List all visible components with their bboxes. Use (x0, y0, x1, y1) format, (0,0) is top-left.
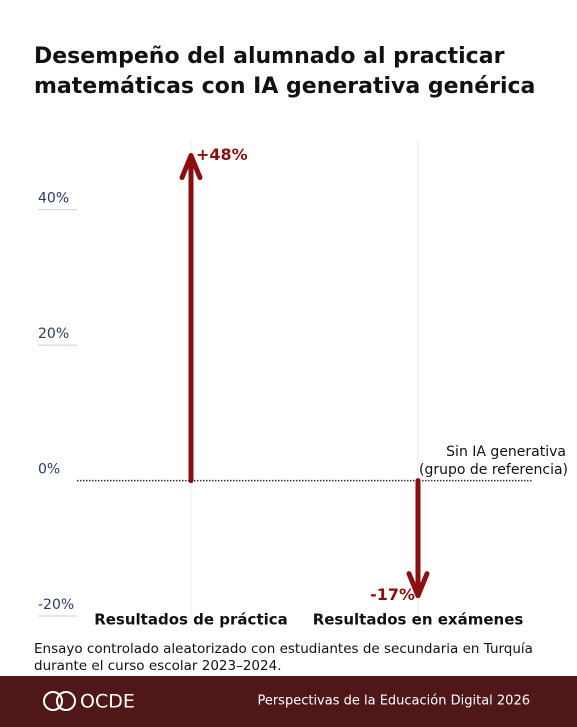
y-tick-label: 40% (38, 191, 69, 207)
value-label: +48% (196, 145, 248, 164)
logo-icon (43, 691, 63, 711)
y-tick-label: 0% (38, 462, 60, 478)
reference-label: (grupo de referencia) (419, 462, 568, 478)
reference-label: Sin IA generativa (446, 444, 566, 460)
logo-icon (56, 691, 76, 711)
note: Ensayo controlado aleatorizado con estud… (34, 641, 533, 657)
footer-logo: OCDE (80, 691, 135, 713)
arrow (406, 478, 430, 599)
footer-band (0, 676, 577, 727)
arrow (179, 153, 203, 484)
y-tick-label: -20% (38, 597, 74, 613)
chart-title: Desempeño del alumnado al practicar (34, 44, 505, 69)
x-tick-label: Resultados en exámenes (313, 611, 524, 629)
footer-text: Perspectivas de la Educación Digital 202… (257, 694, 530, 709)
chart-title: matemáticas con IA generativa genérica (34, 74, 535, 99)
note: durante el curso escolar 2023–2024. (34, 658, 282, 674)
y-tick-label: 20% (38, 326, 69, 342)
x-tick-label: Resultados de práctica (94, 611, 288, 629)
value-label: -17% (370, 585, 415, 604)
